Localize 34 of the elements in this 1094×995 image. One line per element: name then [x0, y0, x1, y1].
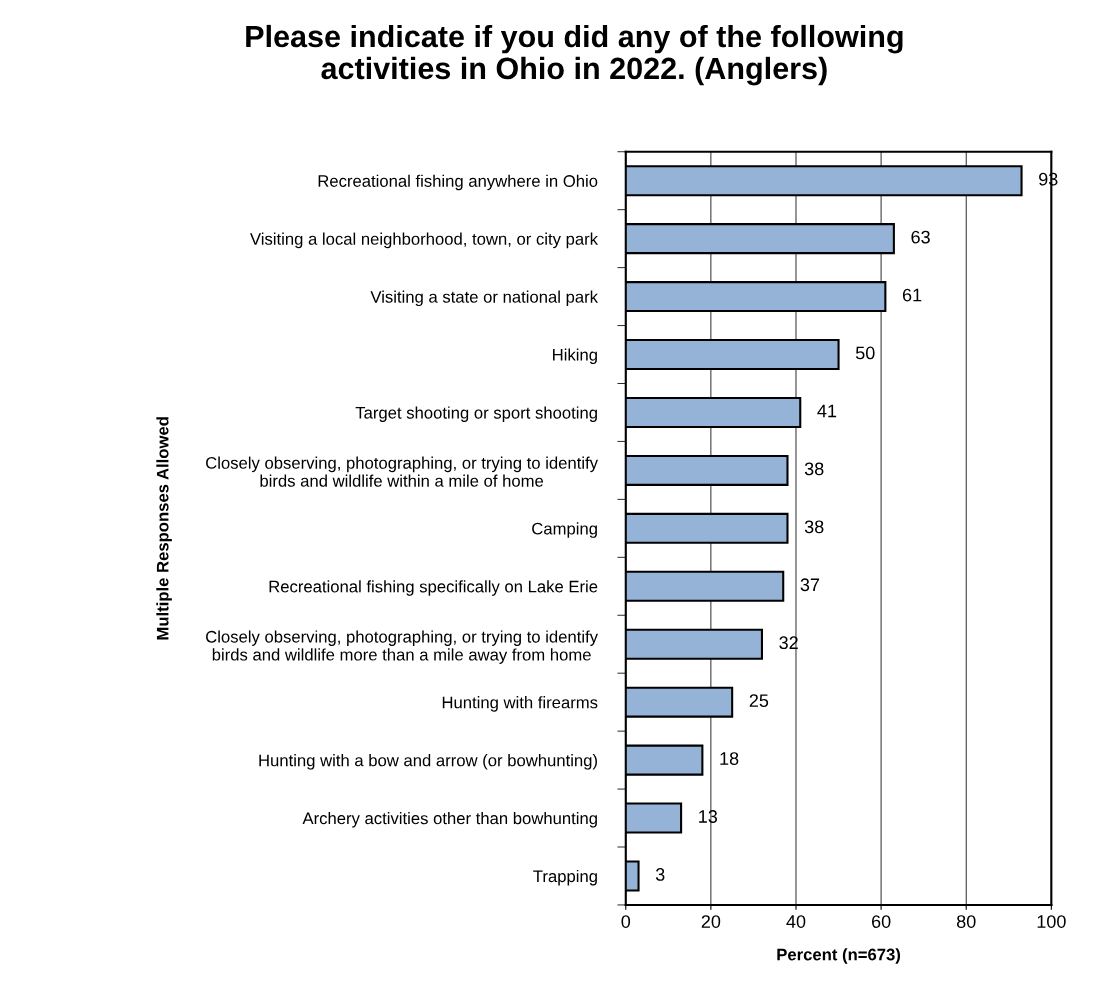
y-tick-label: Visiting a state or national park: [370, 290, 599, 307]
data-label: 38: [804, 462, 824, 476]
y-tick-label: Camping: [532, 522, 597, 538]
x-tick-label: 20: [701, 915, 721, 928]
y-tick-label: Recreational fishing specifically on Lake Erie: [269, 580, 598, 596]
y-tick-label: Closely observing, photographing, or trying to identify birds and wildlife within a mile of home: [206, 456, 598, 487]
data-label: 41: [817, 404, 837, 418]
y-tick-label: Hiking: [553, 348, 597, 365]
y-tick-label: Hunting with a bow and arrow (or bowhunting): [259, 754, 597, 770]
data-label: 32: [779, 636, 798, 650]
y-tick-label: Archery activities other than bowhunting: [302, 812, 597, 828]
y-axis-title: Multiple Responses Allowed: [156, 417, 172, 640]
y-tick-label: Target shooting or sport shooting: [355, 406, 597, 422]
data-label: 37: [800, 578, 820, 592]
x-tick-label: 40: [786, 915, 806, 928]
y-tick-label: Recreational fishing anywhere in Ohio: [318, 174, 598, 191]
data-label: 18: [720, 752, 739, 765]
data-label: 13: [699, 810, 718, 823]
chart-title: Please indicate if you did any of the following activities in Ohio in 2022. (Anglers): [246, 24, 903, 86]
x-axis-title: Percent (n=673): [777, 948, 901, 964]
data-label: 3: [655, 868, 665, 881]
data-label: 25: [749, 694, 769, 708]
x-tick-label: 100: [1037, 915, 1066, 928]
data-label: 50: [855, 346, 875, 360]
x-tick-label: 80: [956, 915, 976, 928]
x-tick-label: 0: [621, 915, 631, 928]
y-tick-label: Visiting a local neighborhood, town, or city park: [250, 232, 599, 249]
y-tick-label: Closely observing, photographing, or trying to identify birds and wildlife more than a mile away from home: [206, 630, 598, 664]
y-tick-label: Trapping: [533, 869, 597, 886]
data-label: 38: [804, 520, 824, 534]
x-tick-label: 60: [871, 915, 891, 928]
data-label: 61: [902, 288, 922, 302]
data-label: 63: [911, 230, 930, 244]
y-tick-label: Hunting with firearms: [442, 696, 598, 712]
